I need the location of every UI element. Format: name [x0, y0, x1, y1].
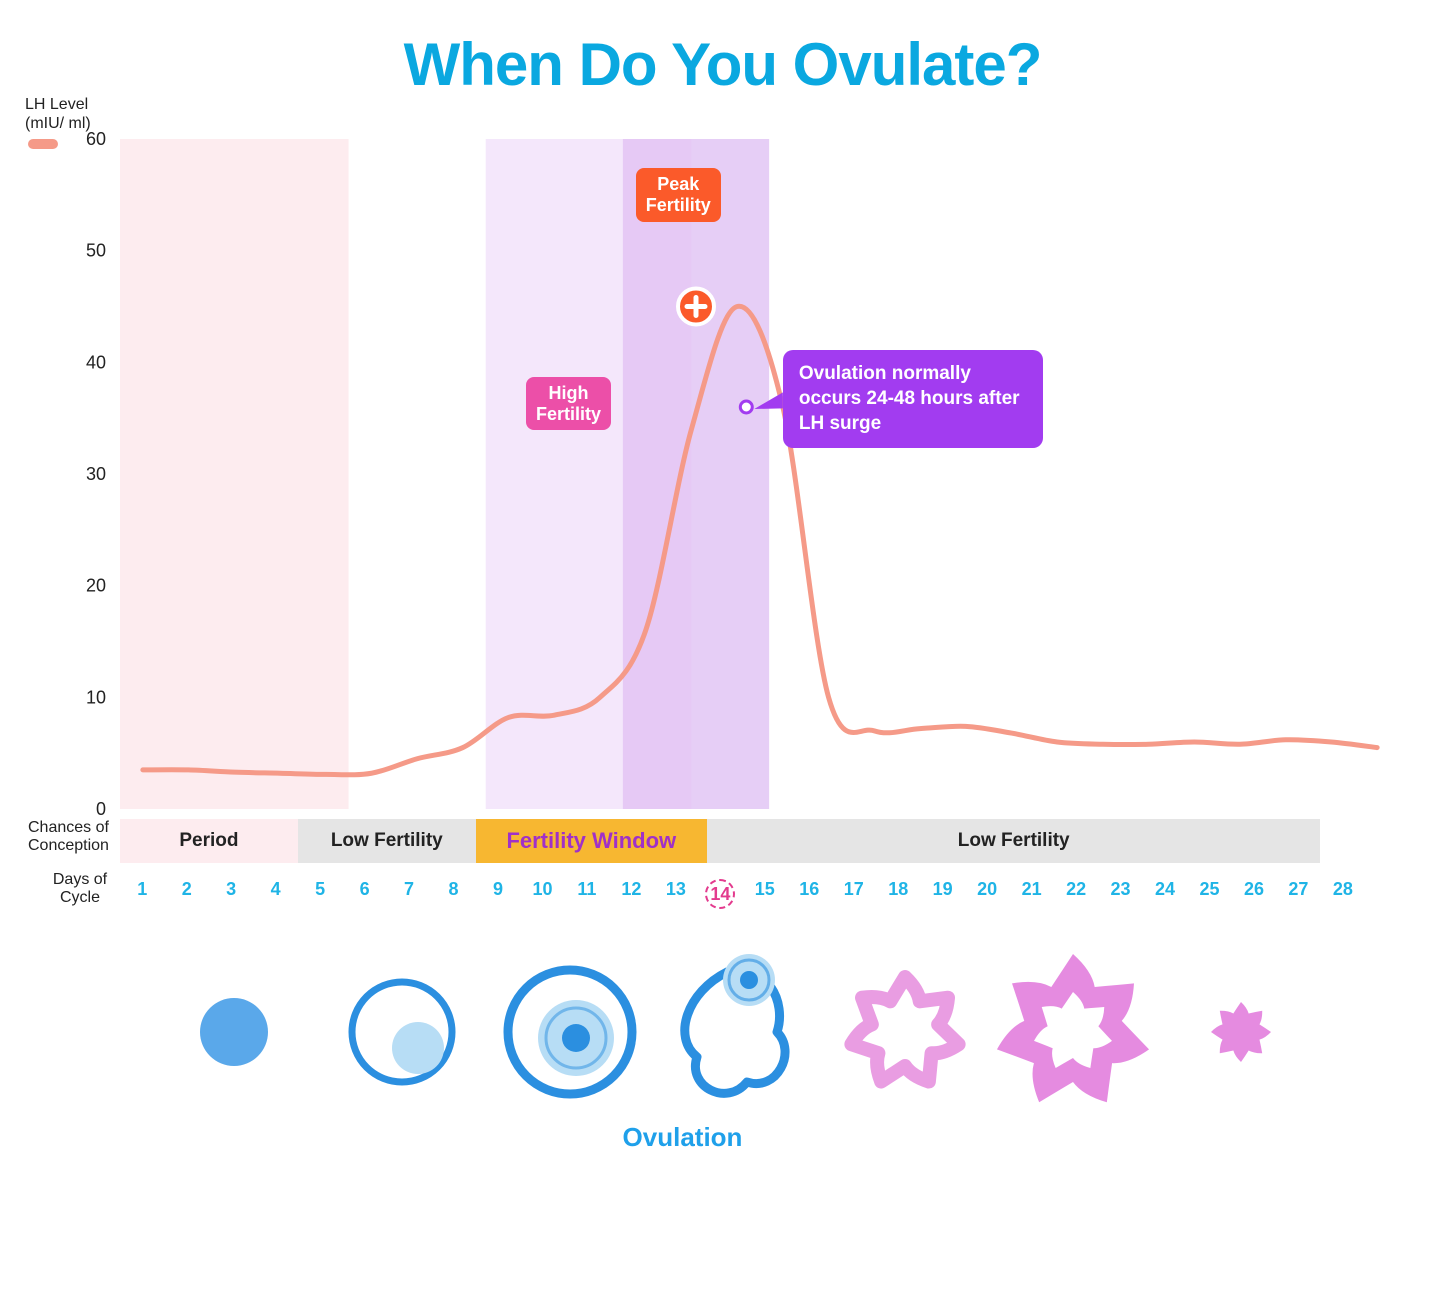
chances-segment: Fertility Window [476, 819, 707, 863]
days-label: Days of Cycle [40, 871, 120, 908]
day-cell: 23 [1098, 871, 1142, 917]
peak-line1: Peak [657, 174, 699, 194]
chances-label: Chances of Conception [28, 819, 128, 856]
svg-text:10: 10 [86, 687, 106, 707]
day-cell: 4 [253, 871, 297, 917]
day-cell: 7 [387, 871, 431, 917]
day-cell: 10 [520, 871, 564, 917]
day-cell: 1 [120, 871, 164, 917]
chances-l2: Conception [28, 837, 109, 854]
cycle-illustration [662, 957, 812, 1112]
peak-line2: Fertility [646, 195, 711, 215]
day-cell: 6 [342, 871, 386, 917]
day-cell: 14 [698, 871, 742, 917]
day-cell: 26 [1232, 871, 1276, 917]
svg-text:40: 40 [86, 352, 106, 372]
day-cell: 2 [164, 871, 208, 917]
day-cell: 3 [209, 871, 253, 917]
day-cell: 17 [832, 871, 876, 917]
cycle-illustration [830, 957, 980, 1112]
ovulation-callout: Ovulation normally occurs 24-48 hours af… [783, 350, 1043, 448]
svg-text:20: 20 [86, 576, 106, 596]
illustration-row [150, 957, 1325, 1112]
cycle-illustration [159, 957, 309, 1112]
chances-bar: PeriodLow FertilityFertility WindowLow F… [120, 819, 1365, 863]
high-line2: Fertility [536, 404, 601, 424]
day-cell: 24 [1143, 871, 1187, 917]
day-cell: 8 [431, 871, 475, 917]
lh-chart: 0102030405060 [120, 119, 1400, 819]
callout-text: Ovulation normally occurs 24-48 hours af… [799, 363, 1020, 433]
day-cell: 20 [965, 871, 1009, 917]
chances-segment: Period [120, 819, 298, 863]
cycle-illustration [327, 957, 477, 1112]
legend-swatch [28, 139, 58, 149]
svg-text:0: 0 [96, 799, 106, 819]
day-cell: 5 [298, 871, 342, 917]
high-fertility-badge: High Fertility [526, 377, 611, 430]
y-axis-label-1: LH Level [25, 96, 88, 113]
chances-segment: Low Fertility [707, 819, 1321, 863]
svg-text:30: 30 [86, 464, 106, 484]
cycle-illustration [495, 957, 645, 1112]
page-title: When Do You Ovulate? [20, 30, 1425, 99]
day-cell: 15 [743, 871, 787, 917]
chances-l1: Chances of [28, 819, 109, 836]
day-cell: 16 [787, 871, 831, 917]
y-axis-label-2: (mIU/ ml) [25, 115, 91, 132]
day-cell: 13 [654, 871, 698, 917]
chart-area: LH Level (mIU/ ml) 0102030405060 Peak Fe… [120, 119, 1365, 819]
y-axis-label: LH Level (mIU/ ml) [25, 95, 91, 133]
day-cell: 21 [1009, 871, 1053, 917]
cycle-illustration [1166, 957, 1316, 1112]
ovulation-label: Ovulation [0, 1122, 1425, 1153]
days-l2: Cycle [60, 889, 100, 906]
days-bar: 1234567891011121314151617181920212223242… [120, 871, 1365, 917]
day-cell: 28 [1321, 871, 1365, 917]
day-cell: 18 [876, 871, 920, 917]
day-cell: 25 [1187, 871, 1231, 917]
day-cell: 22 [1054, 871, 1098, 917]
day-cell: 11 [565, 871, 609, 917]
day-cell: 9 [476, 871, 520, 917]
svg-text:50: 50 [86, 241, 106, 261]
day-cell: 19 [920, 871, 964, 917]
day-cell: 12 [609, 871, 653, 917]
high-line1: High [549, 383, 589, 403]
day-cell: 27 [1276, 871, 1320, 917]
days-l1: Days of [53, 871, 107, 888]
cycle-illustration [998, 957, 1148, 1112]
peak-fertility-badge: Peak Fertility [636, 168, 721, 221]
chances-segment: Low Fertility [298, 819, 476, 863]
